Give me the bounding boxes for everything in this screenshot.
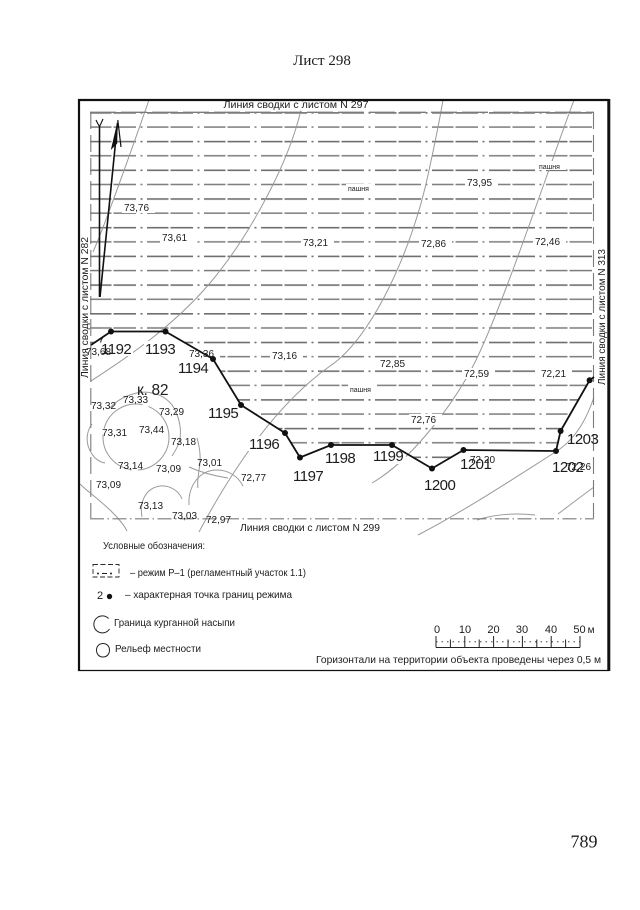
svg-text:20: 20 (487, 624, 499, 636)
svg-text:73,01: 73,01 (197, 458, 222, 469)
svg-text:72,21: 72,21 (541, 369, 566, 380)
svg-text:73,33: 73,33 (123, 395, 148, 406)
svg-text:2: 2 (97, 590, 103, 602)
svg-text:– характерная точка границ реж: – характерная точка границ режима (125, 589, 292, 601)
svg-text:73,32: 73,32 (91, 401, 116, 412)
svg-text:72,76: 72,76 (411, 415, 436, 426)
svg-text:72,86: 72,86 (421, 239, 446, 250)
svg-text:73,68: 73,68 (86, 347, 111, 358)
svg-text:пашня: пашня (539, 164, 560, 171)
svg-text:73,03: 73,03 (172, 511, 197, 522)
svg-text:789: 789 (571, 832, 598, 852)
svg-text:1197: 1197 (293, 468, 323, 485)
svg-text:к. 82: к. 82 (137, 382, 168, 399)
svg-text:Горизонтали на территории объе: Горизонтали на территории объекта провед… (316, 654, 601, 666)
svg-text:73,14: 73,14 (118, 461, 143, 472)
svg-text:30: 30 (516, 624, 528, 636)
svg-text:73,21: 73,21 (303, 238, 328, 249)
svg-text:пашня: пашня (350, 387, 371, 394)
svg-text:1194: 1194 (178, 360, 208, 377)
svg-text:Условные обозначения:: Условные обозначения: (103, 540, 205, 552)
svg-text:Лист 298: Лист 298 (293, 53, 351, 69)
svg-text:пашня: пашня (348, 186, 369, 193)
svg-text:м: м (588, 625, 595, 636)
svg-text:1200: 1200 (424, 477, 456, 494)
svg-text:1196: 1196 (249, 436, 279, 453)
svg-text:73,61: 73,61 (162, 233, 187, 244)
svg-text:0: 0 (434, 624, 440, 636)
svg-text:73,09: 73,09 (96, 480, 121, 491)
svg-text:72,20: 72,20 (470, 455, 495, 466)
svg-text:73,76: 73,76 (124, 203, 149, 214)
svg-text:72,77: 72,77 (241, 473, 266, 484)
svg-text:10: 10 (459, 624, 471, 636)
svg-text:Линия сводки с листом N 299: Линия сводки с листом N 299 (240, 522, 380, 534)
svg-text:73,36: 73,36 (189, 349, 214, 360)
svg-text:72,85: 72,85 (380, 359, 405, 370)
svg-text:73,09: 73,09 (156, 464, 181, 475)
svg-text:73,29: 73,29 (159, 407, 184, 418)
svg-text:73,13: 73,13 (138, 501, 163, 512)
svg-text:73,31: 73,31 (102, 428, 127, 439)
svg-text:Линия сводки с листом N 282: Линия сводки с листом N 282 (79, 237, 91, 378)
svg-text:50: 50 (573, 624, 585, 636)
svg-text:Линия сводки с листом N 297: Линия сводки с листом N 297 (224, 99, 369, 111)
svg-text:1195: 1195 (208, 405, 238, 422)
svg-text:1201: 1201 (460, 456, 492, 473)
svg-text:72,46: 72,46 (535, 237, 560, 248)
svg-text:40: 40 (545, 624, 557, 636)
svg-text:Граница курганной насыпи: Граница курганной насыпи (114, 617, 235, 629)
svg-text:– режим Р–1 (регламентный учас: – режим Р–1 (регламентный участок 1.1) (130, 567, 306, 579)
svg-text:Линия сводки с листом N 313: Линия сводки с листом N 313 (596, 249, 608, 385)
svg-text:73,18: 73,18 (171, 437, 196, 448)
svg-text:1199: 1199 (373, 448, 403, 465)
svg-text:73,95: 73,95 (467, 178, 492, 189)
svg-text:73,44: 73,44 (139, 425, 164, 436)
svg-text:1202: 1202 (552, 459, 584, 476)
svg-text:1203: 1203 (567, 431, 599, 448)
svg-text:72,26: 72,26 (566, 462, 591, 473)
svg-text:1193: 1193 (145, 341, 175, 358)
svg-text:72,97: 72,97 (206, 515, 231, 526)
svg-text:1192: 1192 (101, 341, 131, 358)
svg-text:1198: 1198 (325, 450, 355, 467)
svg-text:Рельеф местности: Рельеф местности (115, 643, 201, 655)
svg-text:73,16: 73,16 (272, 351, 297, 362)
svg-text:72,59: 72,59 (464, 369, 489, 380)
